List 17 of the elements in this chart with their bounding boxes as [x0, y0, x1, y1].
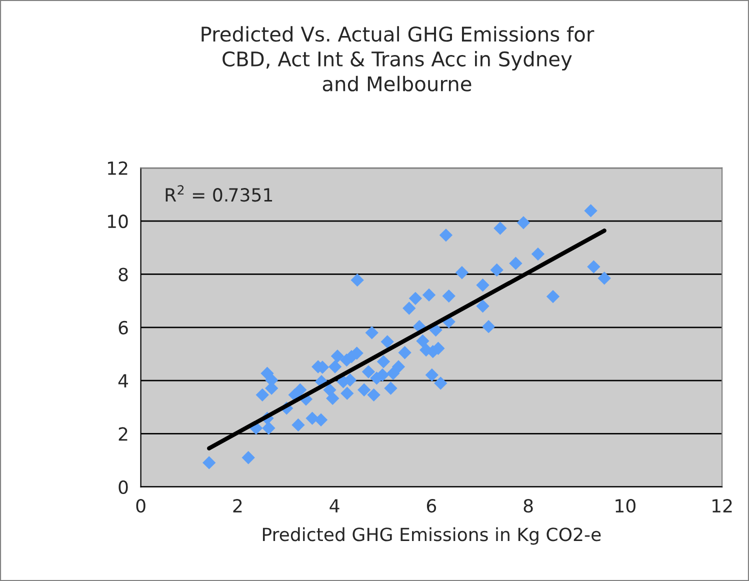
y-tick-label: 2 [118, 427, 128, 441]
x-tick-label: 4 [330, 499, 340, 512]
y-tick-label: 10 [108, 214, 128, 228]
chart-title: Predicted Vs. Actual GHG Emissions for CBD, Act Int & Trans Acc in Sydney and Melbourne [202, 26, 594, 92]
x-axis-title: Predicted GHG Emissions in Kg CO2-e [262, 527, 601, 545]
y-tick-label: 12 [108, 161, 128, 175]
x-tick-label: 2 [233, 499, 242, 512]
y-tick-label: 8 [118, 268, 128, 282]
x-tick-label: 10 [616, 499, 636, 513]
y-tick-label: 6 [118, 320, 128, 335]
x-tick-label: 0 [136, 499, 146, 513]
x-tick-label: 8 [524, 499, 533, 513]
y-tick-label: 0 [118, 480, 128, 494]
annotation: R$^{2}$ = 0.7351 [166, 185, 272, 202]
x-tick-label: 12 [712, 499, 732, 512]
x-tick-label: 6 [426, 499, 436, 513]
y-tick-label: 4 [118, 374, 128, 388]
